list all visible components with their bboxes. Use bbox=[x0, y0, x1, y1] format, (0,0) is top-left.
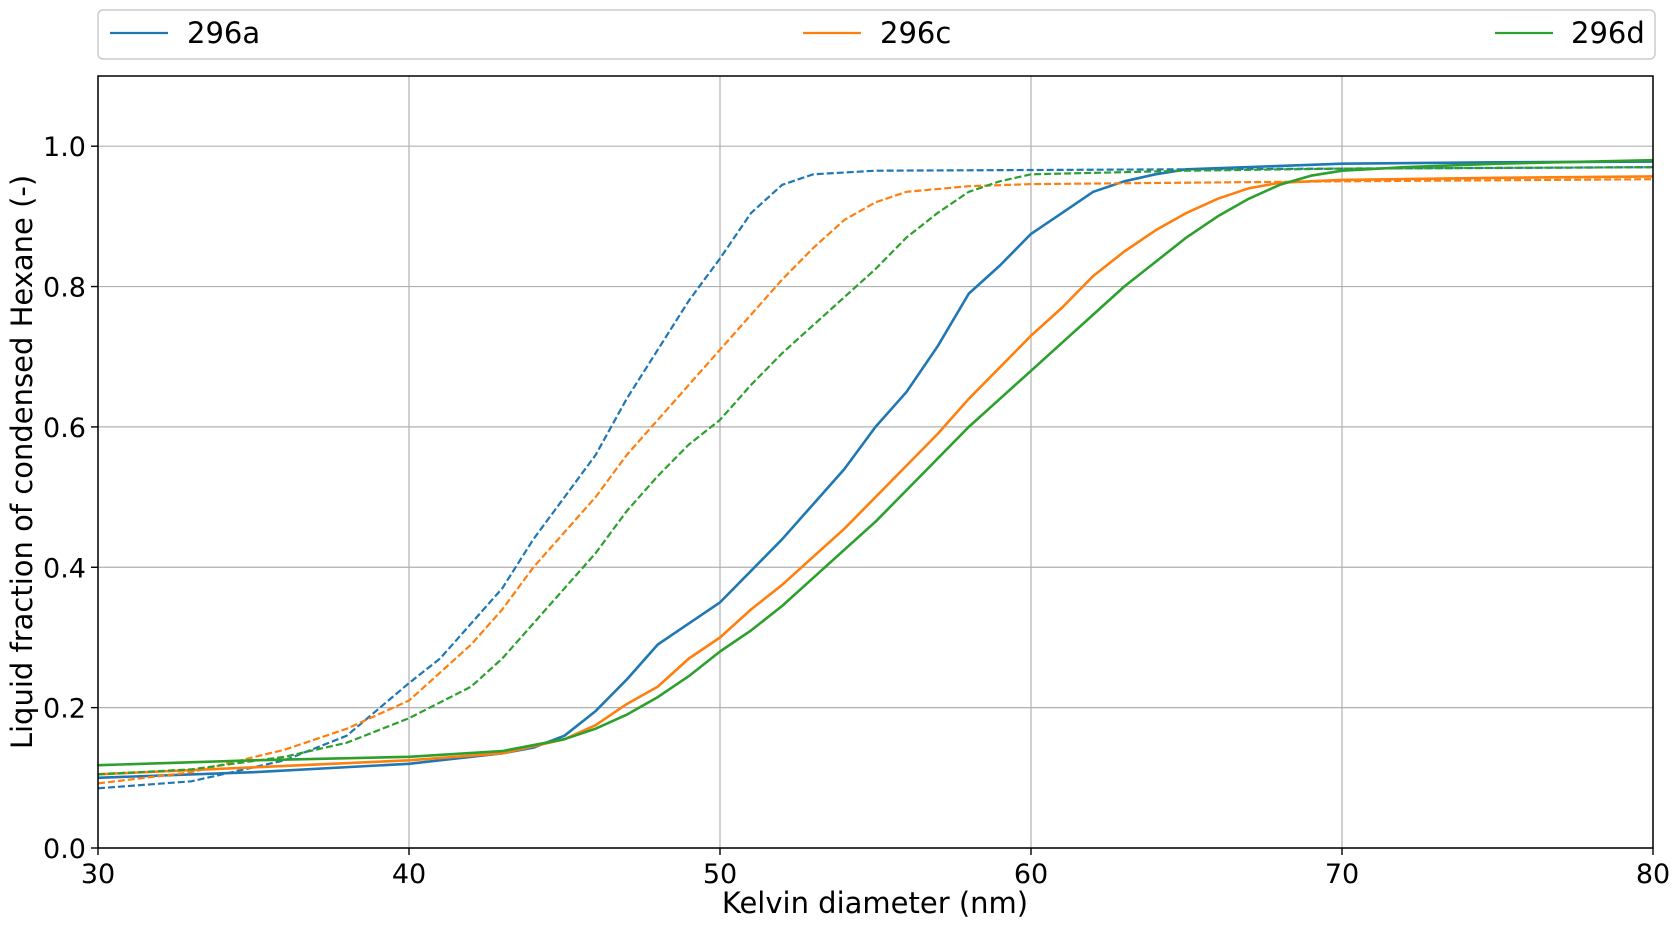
x-tick-label: 50 bbox=[703, 859, 737, 890]
x-tick-label: 70 bbox=[1325, 859, 1359, 890]
series-line-296d-solid bbox=[97, 158, 1654, 767]
y-tick-label: 0.6 bbox=[43, 413, 86, 444]
legend: 296a 296c 296d bbox=[97, 9, 1656, 60]
x-axis-title: Kelvin diameter (nm) bbox=[722, 886, 1028, 920]
legend-label-296d: 296d bbox=[1571, 16, 1645, 50]
legend-frame bbox=[97, 9, 1656, 60]
y-axis: 0.0 0.2 0.4 0.6 0.8 1.0 bbox=[43, 132, 98, 865]
y-axis-title: Liquid fraction of condensed Hexane (-) bbox=[5, 175, 39, 749]
series-line-296c-solid bbox=[97, 175, 1654, 776]
x-tick-label: 80 bbox=[1636, 859, 1670, 890]
x-tick-label: 60 bbox=[1014, 859, 1048, 890]
series-line-296a-solid bbox=[97, 160, 1654, 780]
legend-label-296a: 296a bbox=[187, 16, 260, 50]
series-group bbox=[97, 158, 1654, 790]
series-line-296a-dashed bbox=[97, 166, 1654, 790]
series-line-296d-dashed bbox=[97, 166, 1654, 776]
y-tick-label: 0.0 bbox=[43, 834, 86, 865]
x-tick-label: 40 bbox=[392, 859, 426, 890]
y-tick-label: 0.2 bbox=[43, 694, 86, 725]
grid bbox=[97, 76, 1654, 849]
plot-area: 30 40 50 60 70 80 0.0 0.2 0.4 0.6 0.8 1.0 bbox=[43, 75, 1670, 890]
x-axis: 30 40 50 60 70 80 bbox=[81, 848, 1670, 890]
y-tick-label: 0.8 bbox=[43, 273, 86, 304]
legend-label-296c: 296c bbox=[880, 16, 951, 50]
x-tick-label: 30 bbox=[81, 859, 115, 890]
series-line-296c-dashed bbox=[97, 178, 1654, 785]
plot-frame bbox=[97, 75, 1654, 849]
y-tick-label: 0.4 bbox=[43, 553, 86, 584]
y-tick-label: 1.0 bbox=[43, 132, 86, 163]
